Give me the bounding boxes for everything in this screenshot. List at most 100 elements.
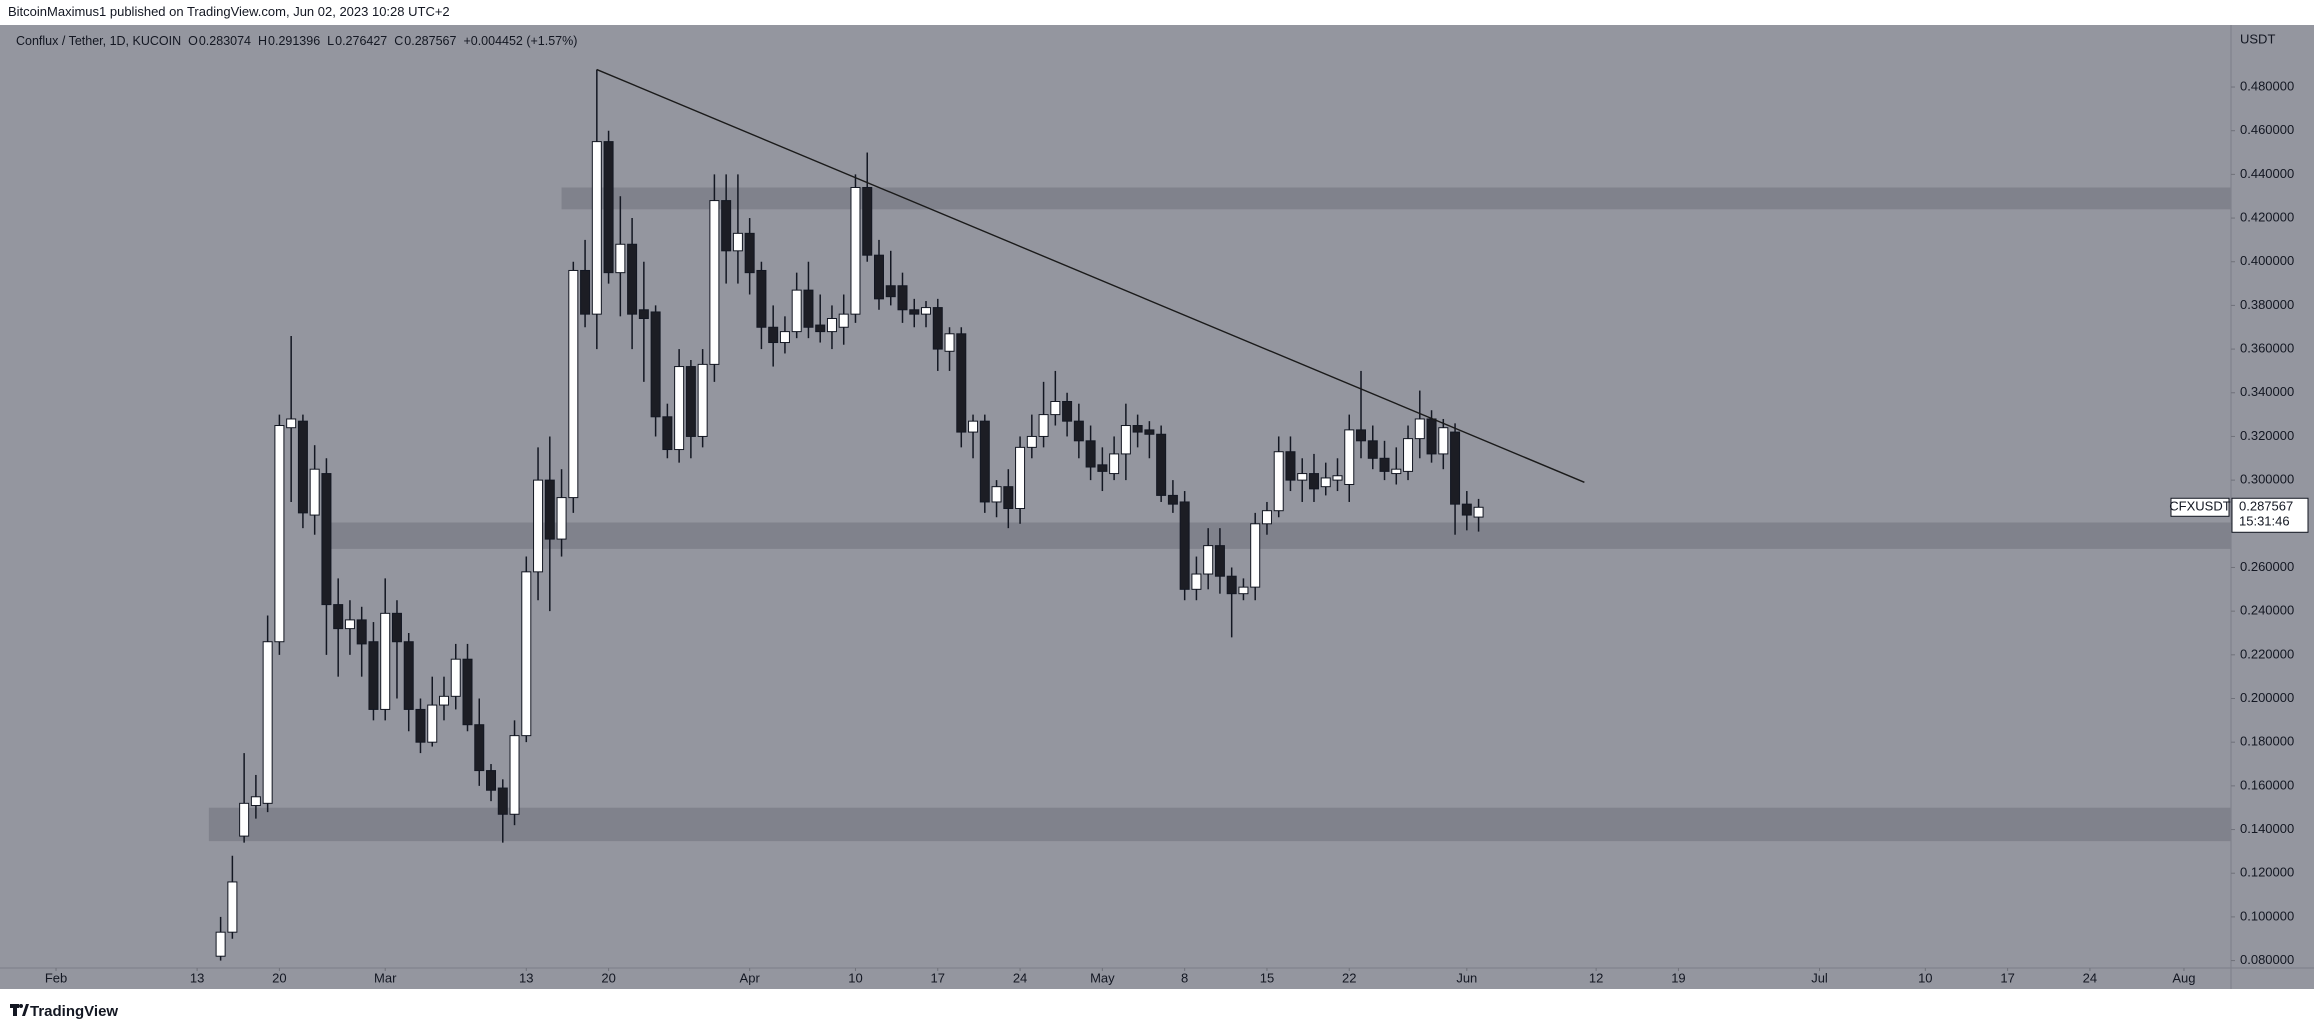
candle-body xyxy=(779,331,790,344)
candle-body xyxy=(862,186,873,256)
candle-body xyxy=(1167,494,1178,505)
candle-body xyxy=(391,612,402,643)
y-tick-label: 0.260000 xyxy=(2240,559,2294,574)
candle-body xyxy=(1003,486,1014,510)
candle-body xyxy=(662,416,673,451)
candle-body xyxy=(321,473,332,606)
candle-body xyxy=(1273,451,1284,512)
candle-body xyxy=(815,324,826,333)
price-tag-countdown: 15:31:46 xyxy=(2239,514,2290,529)
candle-body xyxy=(1238,586,1249,595)
candle-body xyxy=(1320,477,1331,488)
candle-body xyxy=(1144,429,1155,435)
candle-body xyxy=(1367,440,1378,459)
candle-body xyxy=(556,497,567,540)
ohlc-value: 0.276427 xyxy=(335,34,388,48)
y-tick-label: 0.300000 xyxy=(2240,472,2294,487)
x-tick-label: 13 xyxy=(190,970,204,985)
price-tag-box xyxy=(2231,497,2309,533)
x-tick-label: Mar xyxy=(374,970,397,985)
candle-body xyxy=(1426,418,1437,455)
candle-body xyxy=(803,289,814,328)
logo-part xyxy=(22,1004,29,1016)
y-tick-label: 0.400000 xyxy=(2240,253,2294,268)
candle-body xyxy=(1050,401,1061,416)
candle-body xyxy=(1461,503,1472,516)
ohlc-key: H xyxy=(258,34,268,48)
price-tag-value: 0.287567 xyxy=(2239,499,2293,514)
symbol-tag-box xyxy=(2170,497,2230,517)
candle-body xyxy=(274,425,285,643)
candle-body xyxy=(1085,440,1096,468)
candle-body xyxy=(1214,545,1225,577)
plot-area xyxy=(208,68,2232,961)
x-tick-label: 17 xyxy=(931,970,945,985)
candle-body xyxy=(286,418,297,429)
candle-body xyxy=(333,604,344,630)
x-tick-label: 15 xyxy=(1260,970,1274,985)
symbol-title: Conflux / Tether, 1D, KUCOIN xyxy=(16,34,182,48)
symbol-legend: Conflux / Tether, 1D, KUCOIN O0.283074 H0.… xyxy=(16,34,578,48)
candle-body xyxy=(1356,429,1367,442)
candle-body xyxy=(932,307,943,350)
y-tick-label: 0.440000 xyxy=(2240,166,2294,181)
candle-body xyxy=(1261,510,1272,525)
candle-body xyxy=(438,695,449,706)
candle-body xyxy=(1191,573,1202,590)
logo-part xyxy=(13,1004,17,1016)
candle-body xyxy=(1473,506,1484,518)
candle-body xyxy=(744,232,755,274)
x-tick-label: 24 xyxy=(2083,970,2097,985)
candle-body xyxy=(956,333,967,433)
tradingview-logo xyxy=(10,1004,29,1016)
candle-body xyxy=(1179,501,1190,590)
y-tick-label: 0.160000 xyxy=(2240,777,2294,792)
ohlc-key: O xyxy=(188,34,198,48)
candle-body xyxy=(297,420,308,514)
candle-body xyxy=(450,658,461,697)
ohlc-value: 0.287567 xyxy=(404,34,457,48)
candle-body xyxy=(415,708,426,743)
candle-body xyxy=(1438,427,1449,455)
logo-part xyxy=(19,1004,23,1008)
candle-body xyxy=(1285,451,1296,481)
candle-body xyxy=(215,931,226,957)
candle-body xyxy=(1226,575,1237,595)
candle-body xyxy=(403,641,414,710)
candle-body xyxy=(756,269,767,328)
candle-body xyxy=(1332,475,1343,481)
chart-background xyxy=(0,25,2314,989)
candle-body xyxy=(968,420,979,433)
y-tick-label: 0.200000 xyxy=(2240,690,2294,705)
x-tick-label: 13 xyxy=(519,970,533,985)
candle-body xyxy=(732,232,743,252)
trendline xyxy=(596,68,1585,483)
x-tick-label: 24 xyxy=(1013,970,1027,985)
candle-body xyxy=(1403,438,1414,472)
candle-body xyxy=(650,311,661,418)
x-tick-label: 19 xyxy=(1671,970,1685,985)
candle-body xyxy=(462,658,473,726)
candle-body xyxy=(368,641,379,710)
x-tick-label: 22 xyxy=(1342,970,1356,985)
candle-body xyxy=(544,479,555,540)
candle-body xyxy=(533,479,544,573)
candle-body xyxy=(826,318,837,333)
candle-body xyxy=(791,289,802,333)
candle-body xyxy=(1156,433,1167,496)
candle-body xyxy=(356,619,367,645)
y-tick-label: 0.420000 xyxy=(2240,209,2294,224)
price-axis-unit: USDT xyxy=(2240,31,2275,46)
x-tick-label: Jun xyxy=(1456,970,1477,985)
x-tick-label: 12 xyxy=(1589,970,1603,985)
candle-body xyxy=(838,313,849,328)
candle-body xyxy=(944,333,955,352)
candle-body xyxy=(627,243,638,315)
x-tick-label: Apr xyxy=(740,970,761,985)
candle-body xyxy=(921,307,932,315)
y-tick-label: 0.120000 xyxy=(2240,865,2294,880)
candle-body xyxy=(709,200,720,365)
x-tick-label: Aug xyxy=(2172,970,2195,985)
candle-body xyxy=(873,254,884,300)
